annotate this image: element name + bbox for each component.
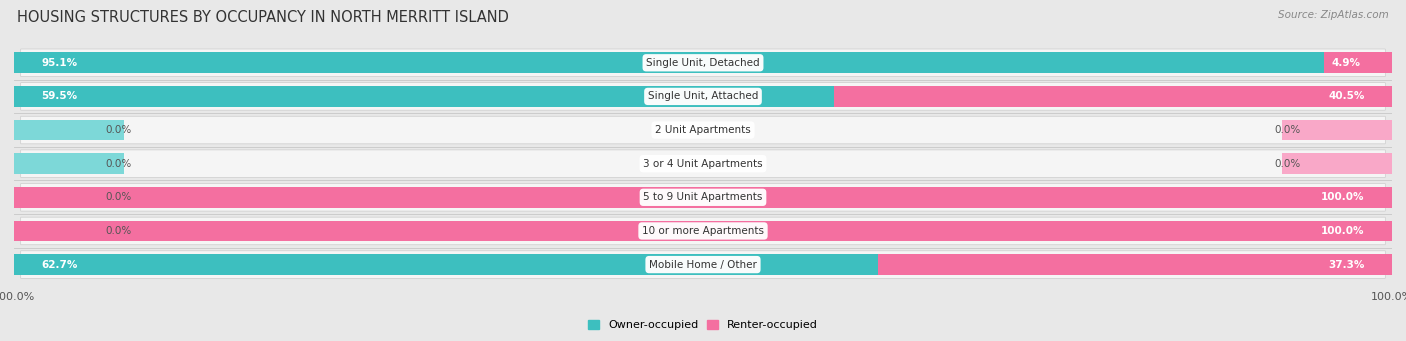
FancyBboxPatch shape [21, 116, 1385, 144]
FancyBboxPatch shape [21, 150, 1385, 177]
Text: Mobile Home / Other: Mobile Home / Other [650, 260, 756, 270]
Bar [834, 86, 1392, 107]
Text: 0.0%: 0.0% [105, 192, 131, 202]
Bar [14, 86, 834, 107]
Text: 0.0%: 0.0% [105, 159, 131, 169]
Text: Single Unit, Detached: Single Unit, Detached [647, 58, 759, 68]
Bar [14, 187, 1392, 208]
Bar [14, 120, 124, 140]
Bar [1282, 120, 1392, 140]
FancyBboxPatch shape [21, 217, 1385, 245]
Bar [14, 221, 1392, 241]
Bar [1282, 153, 1392, 174]
FancyBboxPatch shape [21, 183, 1385, 211]
FancyBboxPatch shape [21, 83, 1385, 110]
Text: 0.0%: 0.0% [1275, 125, 1301, 135]
FancyBboxPatch shape [21, 49, 1385, 77]
Bar [14, 187, 124, 208]
Bar [14, 221, 124, 241]
Text: 40.5%: 40.5% [1329, 91, 1364, 101]
Bar [14, 53, 1324, 73]
Text: 5 to 9 Unit Apartments: 5 to 9 Unit Apartments [644, 192, 762, 202]
Text: 4.9%: 4.9% [1331, 58, 1361, 68]
Text: 95.1%: 95.1% [42, 58, 77, 68]
Text: 37.3%: 37.3% [1329, 260, 1364, 270]
Bar [14, 254, 877, 275]
Text: 59.5%: 59.5% [42, 91, 77, 101]
Bar [877, 254, 1392, 275]
Text: 10 or more Apartments: 10 or more Apartments [643, 226, 763, 236]
Text: Single Unit, Attached: Single Unit, Attached [648, 91, 758, 101]
Text: 100.0%: 100.0% [1320, 226, 1364, 236]
Text: 0.0%: 0.0% [1275, 159, 1301, 169]
Text: HOUSING STRUCTURES BY OCCUPANCY IN NORTH MERRITT ISLAND: HOUSING STRUCTURES BY OCCUPANCY IN NORTH… [17, 10, 509, 25]
Text: 62.7%: 62.7% [42, 260, 77, 270]
Text: 0.0%: 0.0% [105, 226, 131, 236]
Bar [14, 153, 124, 174]
FancyBboxPatch shape [21, 251, 1385, 278]
Text: 100.0%: 100.0% [1320, 192, 1364, 202]
Text: 3 or 4 Unit Apartments: 3 or 4 Unit Apartments [643, 159, 763, 169]
Text: 2 Unit Apartments: 2 Unit Apartments [655, 125, 751, 135]
Bar [1324, 53, 1392, 73]
Legend: Owner-occupied, Renter-occupied: Owner-occupied, Renter-occupied [583, 315, 823, 335]
Text: Source: ZipAtlas.com: Source: ZipAtlas.com [1278, 10, 1389, 20]
Text: 0.0%: 0.0% [105, 125, 131, 135]
